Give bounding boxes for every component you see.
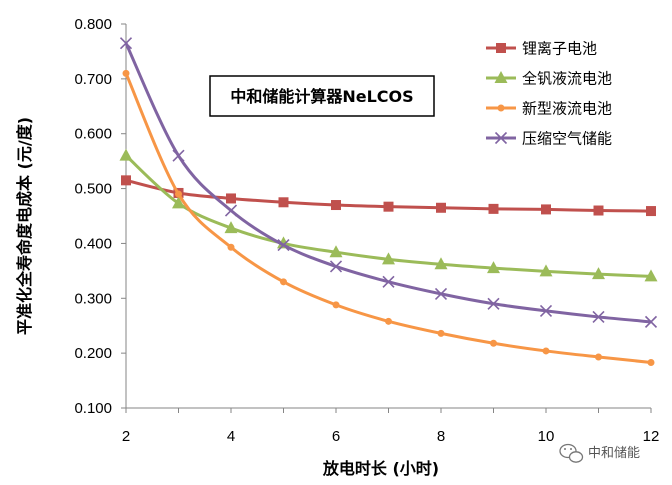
data-point (280, 278, 287, 286)
data-point (541, 204, 551, 215)
legend-marker (496, 43, 506, 53)
data-point (329, 245, 343, 258)
data-point (647, 358, 655, 366)
x-tick-label: 2 (122, 428, 130, 445)
data-point (595, 353, 602, 361)
watermark-text: 中和储能 (588, 446, 640, 461)
legend-label: 全钒液流电池 (522, 70, 612, 88)
series-layer (119, 37, 658, 366)
annotation-border (209, 75, 435, 117)
legend-label: 新型液流电池 (522, 100, 612, 118)
data-point (542, 347, 550, 355)
data-point (227, 243, 235, 251)
x-axis-title: 放电时长 (小时) (322, 459, 439, 478)
data-point (329, 260, 343, 273)
y-axis-title: 平准化全寿命度电成本 (元/度) (15, 117, 34, 335)
annotation-text: 中和储能计算器NeLCOS (230, 87, 413, 106)
x-tick-label: 10 (538, 428, 555, 445)
data-point (644, 269, 658, 282)
data-point (487, 261, 500, 274)
data-point (592, 310, 605, 324)
series-4 (119, 37, 658, 328)
series-3 (122, 69, 655, 366)
series-line (124, 42, 652, 324)
y-tick-label: 0.400 (74, 235, 112, 252)
data-point (383, 201, 394, 212)
data-point (539, 264, 553, 277)
watermark: 中和储能 (559, 443, 640, 463)
legend-item: 锂离子电池 (486, 40, 597, 58)
series-line (124, 72, 652, 364)
legend-item: 新型液流电池 (486, 100, 612, 118)
annotation-box: 中和储能计算器NeLCOS (209, 75, 435, 117)
data-point (119, 148, 133, 161)
data-point (436, 202, 446, 213)
y-tick-label: 0.200 (74, 345, 112, 362)
data-point (488, 203, 499, 214)
data-point (119, 37, 133, 50)
data-point (172, 196, 185, 209)
data-point (382, 252, 395, 265)
data-point (332, 301, 340, 309)
legend-marker (497, 104, 505, 112)
legend-marker (494, 71, 508, 83)
data-point (224, 204, 238, 217)
legend-label: 压缩空气储能 (522, 130, 612, 148)
data-point (490, 339, 497, 347)
legend-item: 全钒液流电池 (486, 70, 612, 88)
x-tick-label: 8 (437, 428, 445, 445)
y-tick-label: 0.700 (74, 71, 112, 88)
y-tick-label: 0.300 (74, 290, 112, 307)
y-ticks: 0.100 0.200 0.300 0.400 0.500 0.600 0.700 0.800 (74, 16, 126, 417)
series-2 (119, 148, 658, 282)
data-point (593, 205, 604, 216)
legend-item: 压缩空气储能 (486, 130, 612, 148)
x-tick-label: 4 (227, 428, 235, 445)
legend-label: 锂离子电池 (522, 40, 597, 58)
data-point (646, 206, 656, 217)
data-point (331, 200, 341, 211)
data-point (382, 275, 395, 288)
data-point (277, 239, 290, 252)
x-tick-label: 6 (332, 428, 340, 445)
data-point (437, 329, 445, 337)
y-tick-label: 0.500 (74, 181, 112, 198)
data-point (592, 267, 605, 280)
data-point (644, 315, 658, 328)
data-point (226, 193, 236, 204)
data-point (224, 221, 238, 234)
wechat-icon (559, 443, 584, 463)
x-tick-label: 12 (643, 428, 660, 445)
data-point (122, 69, 130, 77)
data-point (385, 317, 392, 325)
data-point (172, 149, 185, 162)
y-tick-label: 0.100 (74, 400, 112, 417)
data-point (434, 257, 448, 270)
y-tick-label: 0.800 (74, 16, 112, 33)
data-point (278, 197, 289, 208)
data-point (175, 190, 182, 198)
data-point (539, 304, 553, 317)
data-point (121, 175, 131, 186)
data-point (487, 297, 500, 310)
x-ticks: 2 4 6 8 10 12 (122, 408, 660, 445)
legend-marker (494, 131, 508, 145)
data-point (434, 287, 448, 300)
y-tick-label: 0.600 (74, 126, 112, 143)
